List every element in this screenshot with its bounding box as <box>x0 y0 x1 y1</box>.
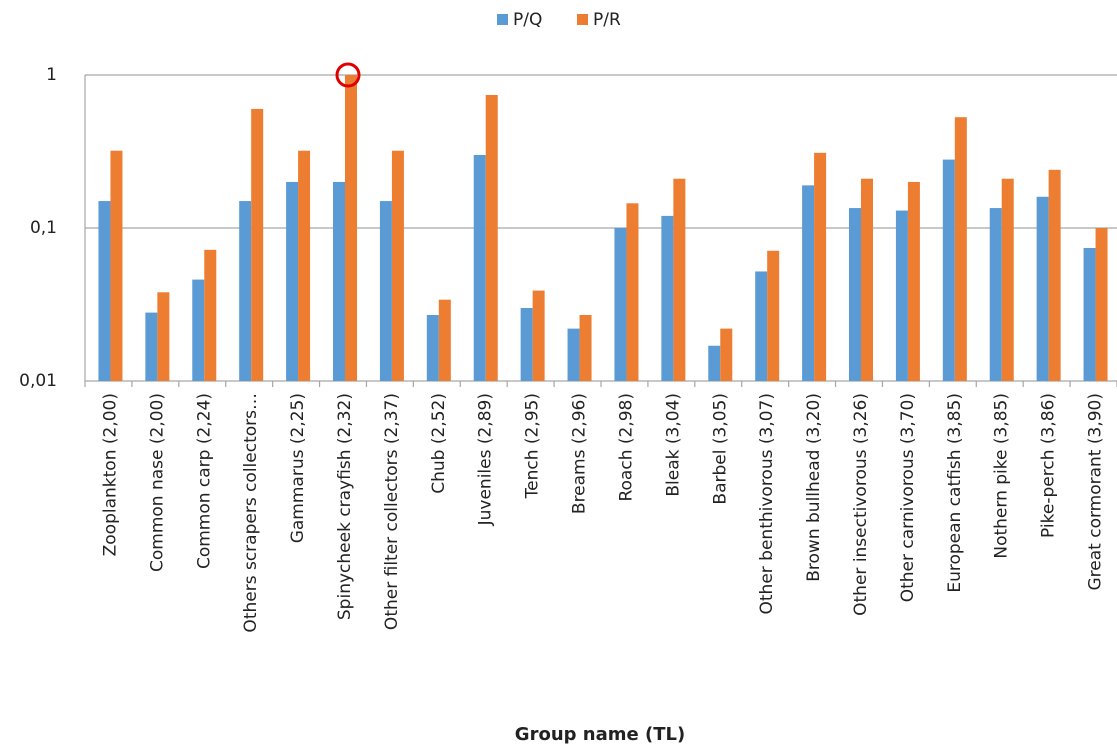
x-tick-label: Other benthivorous (3,07) <box>757 393 777 615</box>
bar <box>1083 248 1096 381</box>
x-tick-label: Common carp (2,24) <box>194 393 214 569</box>
bar <box>157 292 170 381</box>
bar <box>673 178 686 381</box>
bar <box>532 290 545 381</box>
bar <box>391 150 404 381</box>
x-tick-label: Chub (2,52) <box>429 393 449 494</box>
bar <box>767 250 780 381</box>
bar <box>379 201 392 381</box>
y-tick-label: 1 <box>46 65 57 85</box>
x-tick-label: Roach (2,98) <box>616 393 636 502</box>
bar <box>239 201 252 381</box>
x-tick-label: Juveniles (2,89) <box>476 393 496 526</box>
highlight-circle <box>335 62 361 88</box>
bar <box>861 178 873 381</box>
x-tick-label: Spinycheek crayfish (2,32) <box>335 393 355 620</box>
x-tick-label: Nothern pike (3,85) <box>992 393 1012 559</box>
bar <box>614 228 627 381</box>
bar <box>661 215 674 381</box>
bar <box>192 279 205 381</box>
x-tick-label: Others scrapers collectors… <box>241 393 261 633</box>
x-tick-label: Barbel (3,05) <box>710 393 730 505</box>
x-axis-title: Group name (TL) <box>515 724 685 745</box>
legend-swatch <box>577 14 588 25</box>
bar <box>954 117 967 381</box>
bar <box>1036 196 1049 381</box>
x-tick-label: European catfish (3,85) <box>945 393 965 593</box>
bar <box>989 208 1002 381</box>
x-tick-label: Other insectivorous (3,26) <box>851 393 871 616</box>
bar <box>942 159 955 381</box>
bar <box>1001 178 1014 381</box>
bar <box>98 201 111 381</box>
x-tick-label: Other filter collectors (2,37) <box>382 393 402 630</box>
legend-swatch <box>497 14 508 25</box>
bar <box>755 271 768 381</box>
y-tick-label: 0,01 <box>19 371 57 391</box>
x-tick-label: Other carnivorous (3,70) <box>898 393 918 602</box>
x-tick-label: Tench (2,95) <box>523 393 543 499</box>
x-tick-label: Breams (2,96) <box>570 393 590 514</box>
bar <box>286 181 299 381</box>
bar <box>485 95 498 382</box>
bar <box>298 150 311 381</box>
bar <box>145 312 158 381</box>
bar <box>802 185 815 381</box>
y-tick-label: 0,1 <box>30 218 57 238</box>
x-tick-label: Common nase (2,00) <box>147 393 167 572</box>
bar <box>473 155 486 381</box>
bar <box>814 152 827 381</box>
x-tick-label: Gammarus (2,25) <box>288 393 308 543</box>
x-tick-label: Great cormorant (3,90) <box>1086 393 1106 591</box>
bar <box>204 249 217 381</box>
bar <box>720 328 733 381</box>
bar <box>895 210 908 381</box>
bar <box>907 181 920 381</box>
x-tick-label: Bleak (3,04) <box>663 393 683 497</box>
legend-label: P/Q <box>513 10 542 30</box>
bar <box>520 308 533 381</box>
bar <box>1048 169 1061 381</box>
bar <box>708 345 721 381</box>
bar <box>333 181 345 381</box>
bar <box>849 208 861 381</box>
x-tick-label: Brown bullhead (3,20) <box>804 393 824 582</box>
x-tick-label: Pike-perch (3,86) <box>1039 393 1059 538</box>
x-tick-label: Zooplankton (2,00) <box>100 393 120 556</box>
bar <box>438 299 451 381</box>
bar <box>345 75 357 381</box>
bar <box>1095 228 1108 381</box>
bar <box>251 108 264 381</box>
bar <box>110 150 123 381</box>
bar <box>579 315 592 381</box>
bar <box>426 315 439 381</box>
bar <box>567 328 580 381</box>
bar <box>626 203 639 381</box>
legend-label: P/R <box>593 10 621 30</box>
